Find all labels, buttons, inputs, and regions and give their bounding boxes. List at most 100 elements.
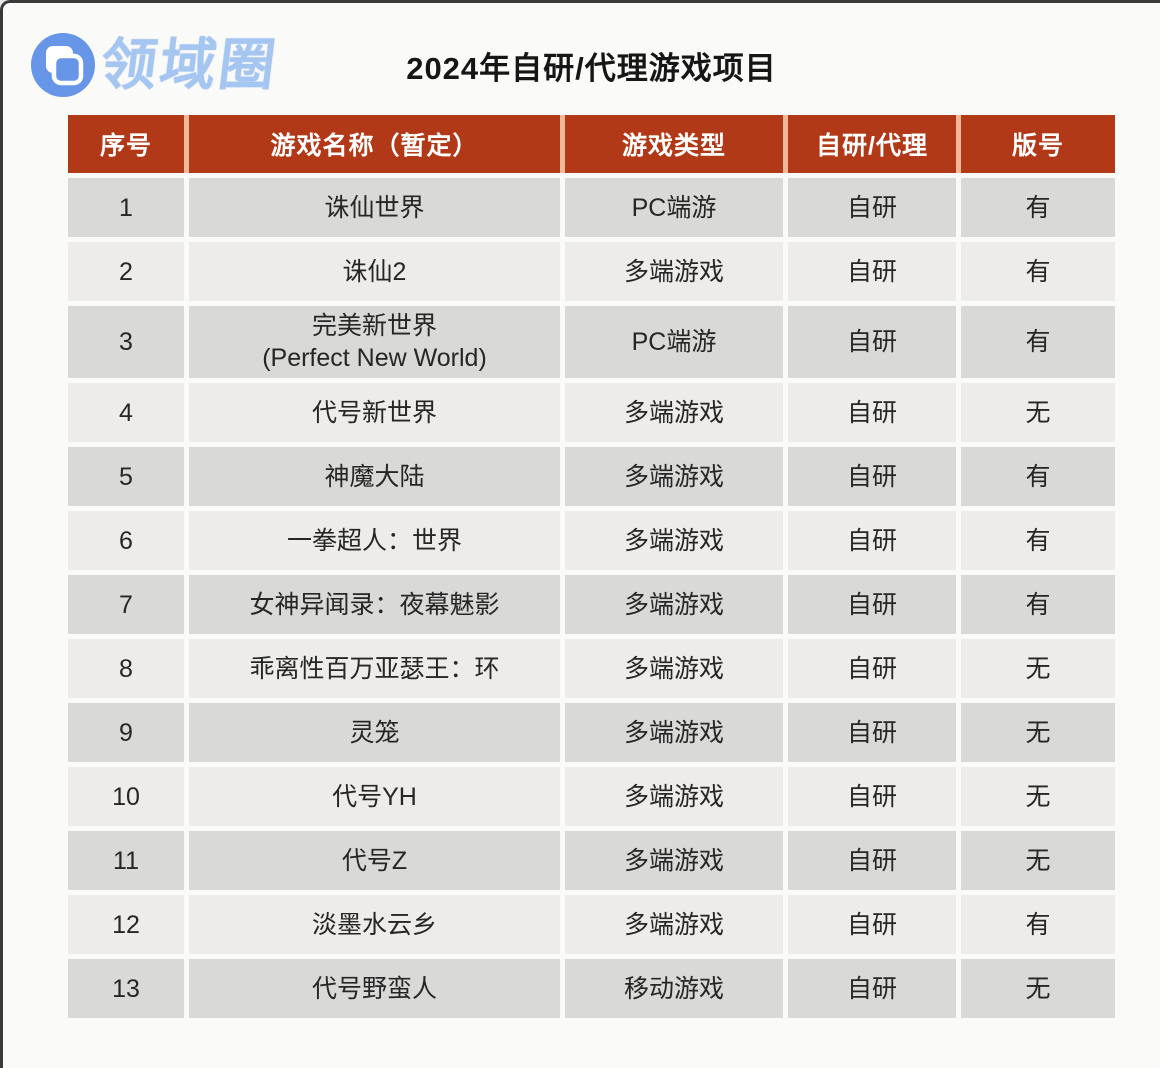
game-name: 完美新世界 [311,312,437,340]
table-row: 8 乖离性百万亚瑟王：环 多端游戏 自研无 [68,639,1115,698]
table-row: 7 女神异闻录：夜幕魅影 多端游戏 自研有 [68,575,1115,634]
game-name: 淡墨水云乡 [311,910,437,939]
table-row: 9 灵笼 多端游戏 自研无 [68,703,1115,762]
cell-license: 有 [961,895,1115,954]
cell-no: 13 [68,959,184,1018]
overlapping-squares-icon [31,33,95,97]
cell-name: 代号YH [189,767,560,826]
game-name: 诛仙世界 [324,193,425,222]
table-row: 1 诛仙世界 PC端游 自研有 [68,178,1115,237]
cell-name: 完美新世界 (Perfect New World) [189,306,560,378]
cell-no: 8 [68,639,184,698]
cell-license: 有 [961,447,1115,506]
cell-dev: 自研 [788,639,956,698]
table-row: 10 代号YH 多端游戏 自研无 [68,767,1115,826]
table-row: 3 完美新世界 (Perfect New World) PC端游 自研有 [68,306,1115,378]
cell-type: 多端游戏 [565,767,783,826]
cell-name: 代号野蛮人 [189,959,560,1018]
table-row: 5 神魔大陆 多端游戏 自研有 [68,447,1115,506]
cell-type: 多端游戏 [565,831,783,890]
cell-no: 6 [68,511,184,570]
cell-no: 5 [68,447,184,506]
cell-name: 淡墨水云乡 [189,895,560,954]
cell-dev: 自研 [788,703,956,762]
cell-name: 诛仙2 [189,242,560,301]
game-name: 代号Z [341,846,408,875]
table-body: 1 诛仙世界 PC端游 自研有 2 诛仙2 多端游戏 自研有 3 完美新世界 (Perfect Ne… [68,178,1115,1018]
column-header-no: 序号 [68,115,184,173]
game-name: 代号野蛮人 [311,974,437,1003]
table-header-row: 序号 游戏名称（暂定） 游戏类型 自研/代理 版号 [68,115,1115,173]
column-header-name: 游戏名称（暂定） [189,115,560,173]
game-name: 女神异闻录：夜幕魅影 [249,590,500,619]
cell-no: 1 [68,178,184,237]
cell-type: 多端游戏 [565,575,783,634]
cell-dev: 自研 [788,242,956,301]
table-row: 4 代号新世界 多端游戏 自研无 [68,383,1115,442]
game-name: 神魔大陆 [324,462,425,491]
cell-no: 3 [68,306,184,378]
cell-no: 10 [68,767,184,826]
cell-name: 诛仙世界 [189,178,560,237]
game-name: 代号新世界 [311,398,437,427]
cell-dev: 自研 [788,767,956,826]
cell-type: PC端游 [565,306,783,378]
cell-dev: 自研 [788,511,956,570]
cell-name: 一拳超人：世界 [189,511,560,570]
cell-license: 无 [961,959,1115,1018]
cell-license: 无 [961,703,1115,762]
cell-dev: 自研 [788,959,956,1018]
logo: 领域圈 [31,33,282,97]
cell-type: 移动游戏 [565,959,783,1018]
cell-type: 多端游戏 [565,383,783,442]
game-name-subtitle: (Perfect New World) [262,344,487,372]
cell-no: 12 [68,895,184,954]
table-row: 2 诛仙2 多端游戏 自研有 [68,242,1115,301]
cell-license: 无 [961,831,1115,890]
cell-license: 有 [961,242,1115,301]
table-row: 6 一拳超人：世界 多端游戏 自研有 [68,511,1115,570]
cell-type: 多端游戏 [565,703,783,762]
cell-license: 有 [961,511,1115,570]
cell-dev: 自研 [788,895,956,954]
cell-name: 神魔大陆 [189,447,560,506]
title-bar: 2024年自研/代理游戏项目 [68,43,1115,88]
game-name: 一拳超人：世界 [286,526,462,555]
cell-dev: 自研 [788,178,956,237]
cell-type: PC端游 [565,178,783,237]
cell-license: 有 [961,575,1115,634]
cell-name: 灵笼 [189,703,560,762]
column-header-license: 版号 [961,115,1115,173]
game-name: 代号YH [332,782,417,811]
cell-name: 女神异闻录：夜幕魅影 [189,575,560,634]
cell-type: 多端游戏 [565,639,783,698]
cell-name: 代号Z [189,831,560,890]
cell-type: 多端游戏 [565,242,783,301]
column-header-type: 游戏类型 [565,115,783,173]
cell-dev: 自研 [788,575,956,634]
cell-name: 乖离性百万亚瑟王：环 [189,639,560,698]
column-header-dev: 自研/代理 [788,115,956,173]
cell-no: 2 [68,242,184,301]
games-table: 序号 游戏名称（暂定） 游戏类型 自研/代理 版号 1 诛仙世界 PC端游 自研有 2 诛仙2 多端… [68,115,1115,1018]
table-row: 13 代号野蛮人 移动游戏 自研无 [68,959,1115,1018]
table-row: 11 代号Z 多端游戏 自研无 [68,831,1115,890]
cell-no: 7 [68,575,184,634]
cell-license: 有 [961,178,1115,237]
page-title: 2024年自研/代理游戏项目 [406,51,777,86]
cell-license: 无 [961,639,1115,698]
game-name: 诛仙2 [342,257,407,286]
cell-dev: 自研 [788,447,956,506]
cell-type: 多端游戏 [565,895,783,954]
cell-no: 4 [68,383,184,442]
cell-name: 代号新世界 [189,383,560,442]
cell-type: 多端游戏 [565,447,783,506]
cell-dev: 自研 [788,383,956,442]
cell-dev: 自研 [788,831,956,890]
cell-no: 11 [68,831,184,890]
cell-license: 无 [961,383,1115,442]
cell-type: 多端游戏 [565,511,783,570]
game-name: 乖离性百万亚瑟王：环 [249,654,500,683]
cell-no: 9 [68,703,184,762]
